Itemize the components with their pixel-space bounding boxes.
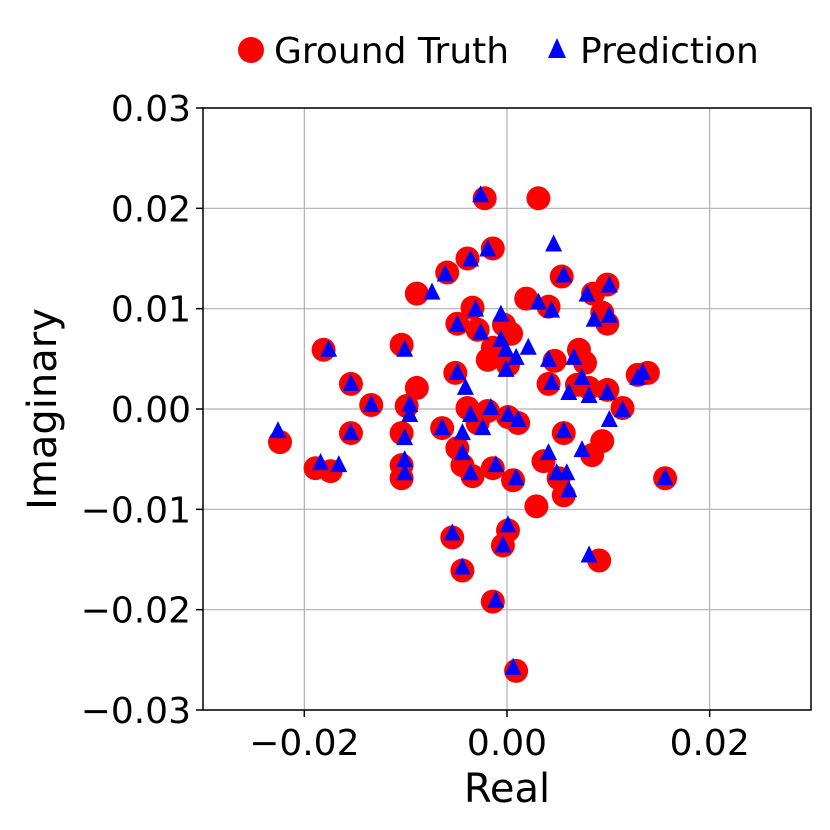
prediction-point [558,463,576,481]
prediction-point [600,275,618,293]
prediction-point [560,382,578,400]
axes-ticks: −0.02 0.00 0.02 −0.03 −0.02 −0.01 0.00 0.01 0.02… [81,89,750,764]
prediction-point [578,284,596,302]
prediction-point [560,480,578,498]
y-tick-label: 0.02 [111,189,191,230]
prediction-point [462,249,480,267]
prediction-point [401,405,419,423]
prediction-point [436,264,454,282]
ground-truth-point [526,186,551,211]
prediction-point [453,443,471,461]
ground-truth-point [524,494,549,519]
prediction-point [479,239,497,257]
prediction-point [487,455,505,473]
prediction-point [433,418,451,436]
prediction-point [598,382,616,400]
ground-truth-point [404,281,429,306]
prediction-point [453,557,471,575]
prediction-point [474,418,492,436]
prediction-point [423,282,441,300]
prediction-point [600,410,618,428]
prediction-point [456,377,474,395]
ground-truth-point [573,350,598,375]
y-tick-label: 0.03 [111,89,191,130]
prediction-point [487,590,505,608]
prediction-point [656,468,674,486]
prediction-point [580,545,598,563]
prediction-point [540,349,558,367]
plot-area [268,185,678,683]
y-tick-label: −0.01 [81,490,191,531]
prediction-point [453,423,471,441]
prediction-point [482,397,500,415]
y-tick-label: −0.02 [81,591,191,632]
ground-truth-point [514,286,539,311]
legend-marker-prediction [548,38,566,58]
prediction-point [494,535,512,553]
y-tick-label: 0.01 [111,290,191,331]
prediction-point [519,337,537,355]
y-tick-label: −0.03 [81,691,191,732]
prediction-point [507,468,525,486]
x-tick-label: −0.02 [249,723,359,764]
legend-marker-ground-truth [238,37,264,63]
y-axis-label: Imaginary [20,308,66,510]
prediction-point [396,428,414,446]
prediction-point [545,234,563,252]
prediction-point [629,367,647,385]
prediction-point [396,463,414,481]
prediction-point [462,463,480,481]
prediction-point [555,421,573,439]
ground-truth-point [475,347,500,372]
prediction-point [472,185,490,203]
x-tick-label: 0.00 [467,723,547,764]
prediction-point [492,304,510,322]
prediction-point [269,421,287,439]
prediction-point [462,405,480,423]
legend: Ground Truth Prediction [238,31,759,72]
prediction-point [320,339,338,357]
prediction-point [467,299,485,317]
legend-label-ground-truth: Ground Truth [274,31,509,72]
prediction-point [330,455,348,473]
prediction-point [509,410,527,428]
prediction-point [396,450,414,468]
prediction-point [540,443,558,461]
ground-truth-point [404,375,429,400]
prediction-point [497,359,515,377]
prediction-point [472,322,490,340]
prediction-point [585,309,603,327]
prediction-point [555,265,573,283]
prediction-point [573,440,591,458]
prediction-point [497,339,515,357]
prediction-point [580,385,598,403]
prediction-point [448,314,466,332]
prediction-point [401,394,419,412]
prediction-point [362,394,380,412]
prediction-point [600,305,618,323]
x-tick-label: 0.02 [670,723,750,764]
prediction-point [614,400,632,418]
prediction-point [499,515,517,533]
prediction-point [543,300,561,318]
prediction-point [342,423,360,441]
prediction-point [504,657,522,675]
y-tick-label: 0.00 [111,390,191,431]
prediction-point [443,523,461,541]
prediction-point [312,453,330,471]
prediction-point [573,367,591,385]
prediction-point [507,347,525,365]
x-axis-label: Real [464,766,550,812]
prediction-point [529,292,547,310]
prediction-point [448,362,466,380]
legend-label-prediction: Prediction [580,31,759,72]
prediction-point [396,339,414,357]
prediction-point [565,347,583,365]
prediction-point [499,405,517,423]
prediction-point [543,372,561,390]
prediction-point [342,373,360,391]
